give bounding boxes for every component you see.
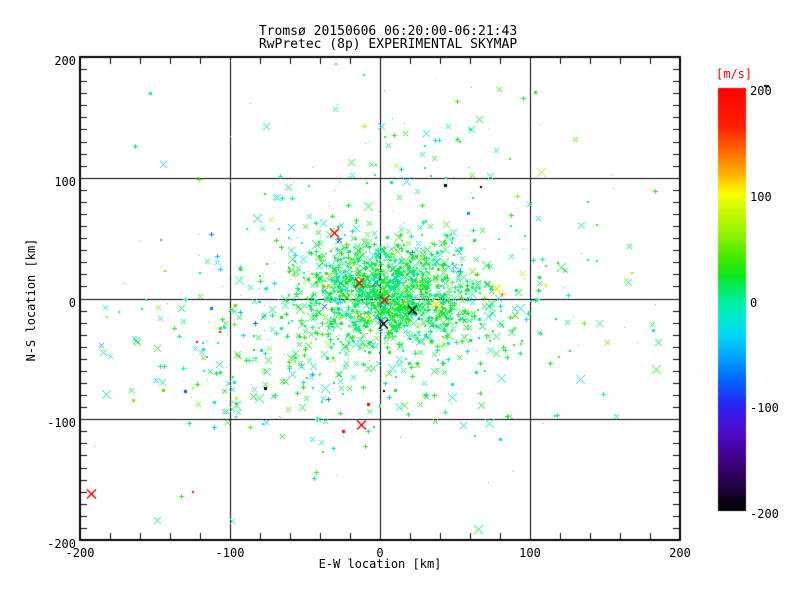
colorbar-tick-label: -200 bbox=[750, 507, 779, 521]
y-tick-label: -200 bbox=[47, 537, 76, 551]
colorbar-tick-label: 200 bbox=[750, 84, 772, 98]
y-tick-label: 100 bbox=[54, 174, 76, 189]
x-tick-label: -100 bbox=[215, 546, 245, 560]
x-tick-label: 200 bbox=[669, 546, 691, 560]
colorbar-tick-label: -100 bbox=[750, 401, 779, 416]
colorbar-tick-label: 0 bbox=[750, 295, 758, 310]
colorbar-tick-label: 100 bbox=[750, 189, 772, 204]
y-tick-label: 0 bbox=[68, 295, 76, 310]
y-tick-label: 200 bbox=[54, 54, 76, 68]
x-tick-label: 0 bbox=[376, 546, 384, 560]
plot-subtitle: RwPretec (8p) EXPERIMENTAL SKYMAP bbox=[258, 37, 518, 52]
y-tick-label: -100 bbox=[47, 416, 76, 431]
plot-title: Tromsø 20150606 06:20:00-06:21:43 bbox=[258, 24, 518, 39]
x-tick-label: -200 bbox=[65, 546, 95, 560]
colorbar-unit-label: [m/s] bbox=[716, 67, 753, 81]
x-axis-label: E-W location [km] bbox=[318, 557, 442, 571]
x-tick-label: 100 bbox=[519, 546, 541, 560]
